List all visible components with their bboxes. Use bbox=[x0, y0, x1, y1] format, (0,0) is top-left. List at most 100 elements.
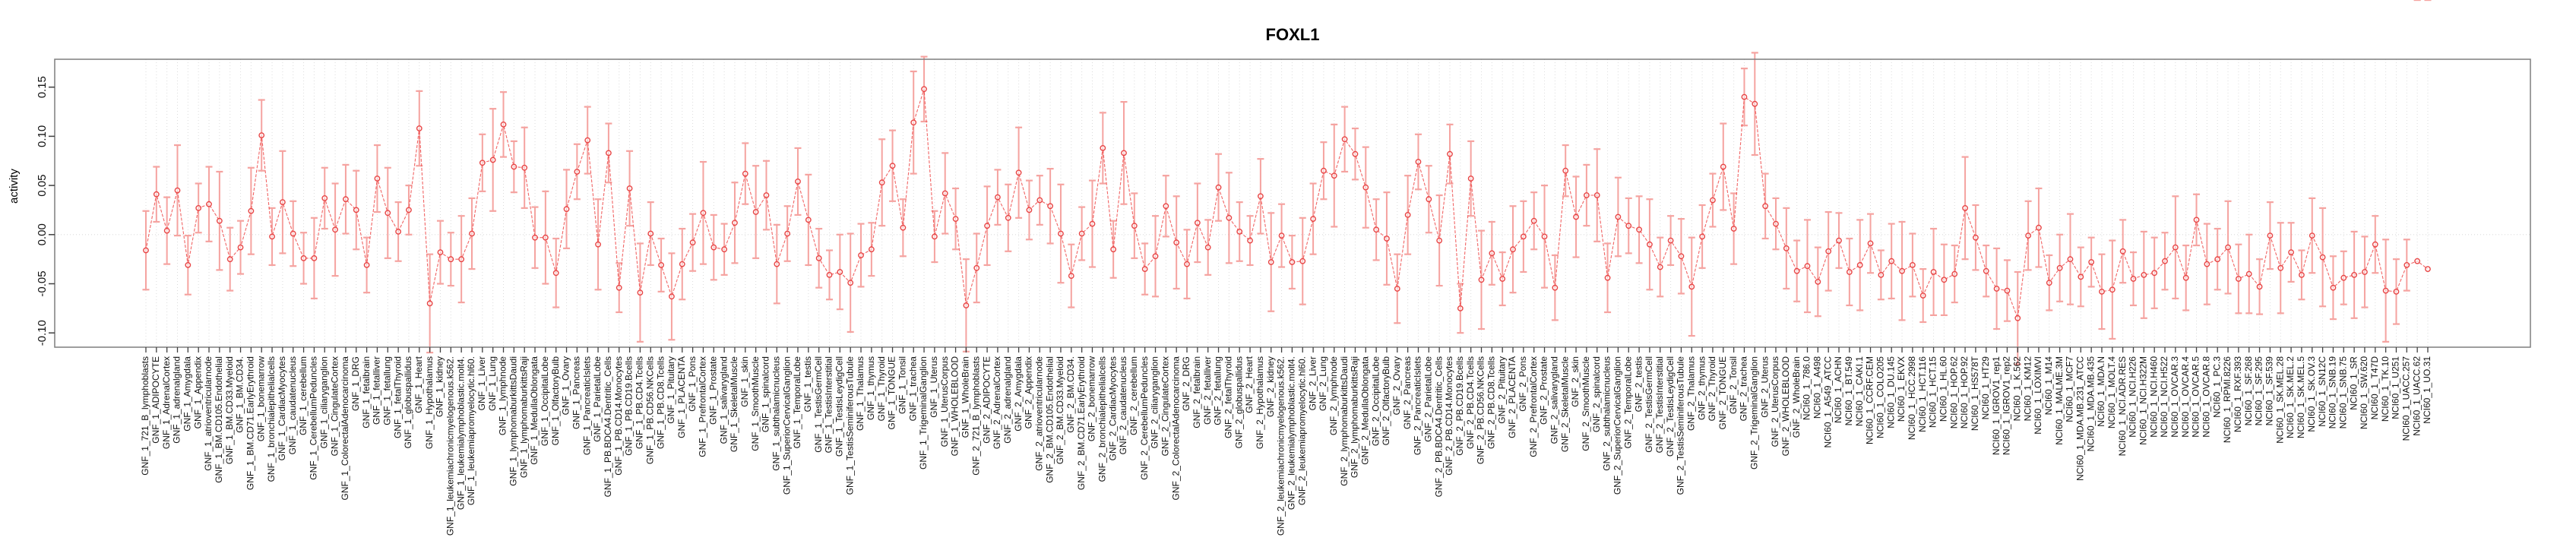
data-point bbox=[1457, 305, 1464, 311]
x-tick-label: GNF_1_MedullaOblongata bbox=[529, 356, 540, 465]
x-tick-label: GNF_1_ADIPOCYTE bbox=[150, 356, 161, 444]
data-point bbox=[1593, 192, 1600, 198]
x-tick-label: NCI60_1_IGROV1_rep2 bbox=[2002, 356, 2012, 455]
y-tick-label: 0.10 bbox=[36, 125, 49, 147]
x-tick-label: GNF_2_OccipitalLobe bbox=[1370, 356, 1381, 446]
x-tick-label: GNF_1_CardiacMyocytes bbox=[277, 356, 287, 460]
data-point bbox=[889, 163, 896, 169]
data-point bbox=[952, 216, 959, 222]
x-tick-label: GNF_2_Prostate bbox=[1539, 356, 1549, 425]
data-point bbox=[1226, 214, 1233, 221]
x-tick-label: GNF_1_adrenalgland bbox=[172, 356, 182, 444]
x-tick-label: GNF_1_Appendix bbox=[192, 356, 203, 428]
data-point bbox=[689, 239, 696, 246]
x-tick-label: GNF_2_BM.CD34. bbox=[1065, 356, 1076, 433]
data-point bbox=[1836, 237, 1842, 244]
x-tick-label: NCI60_1_U251 bbox=[2391, 356, 2401, 419]
data-point bbox=[458, 256, 465, 263]
x-tick-label: GNF_1_PB.CD19.Bcells bbox=[624, 356, 635, 456]
x-tick-label: GNF_2_atrioventricularnode bbox=[1033, 356, 1044, 471]
x-tick-label: GNF_2_Pons bbox=[1517, 356, 1528, 412]
data-point bbox=[521, 164, 528, 171]
data-point bbox=[1100, 144, 1106, 151]
data-point bbox=[721, 246, 728, 253]
x-tick-label: GNF_2_Heart bbox=[1244, 356, 1255, 413]
data-point bbox=[1499, 276, 1506, 282]
x-tick-label: GNF_2_fetalThyroid bbox=[1223, 356, 1234, 438]
data-point bbox=[669, 293, 675, 300]
data-point bbox=[1636, 226, 1642, 233]
x-tick-label: GNF_2_721_B_lymphoblasts bbox=[970, 356, 981, 476]
x-tick-label: GNF_2_leukemialymphoblastic.molt4. bbox=[1286, 356, 1297, 510]
x-tick-label: GNF_1_TONGUE bbox=[887, 356, 897, 429]
x-tick-label: GNF_2_thymus bbox=[1696, 356, 1707, 420]
data-point bbox=[984, 223, 990, 229]
data-point bbox=[2256, 283, 2263, 290]
data-point bbox=[1878, 271, 1885, 278]
x-tick-label: GNF_1_leukemialymphoblastic.molt4. bbox=[455, 356, 466, 510]
x-tick-label: NCI60_1_DU.145 bbox=[1885, 356, 1896, 428]
x-tick-label: GNF_2_Lung bbox=[1318, 356, 1328, 411]
x-tick-label: NCI60_1_NCI.ADR.RES bbox=[2117, 356, 2128, 456]
x-tick-label: GNF_1_UterusCorpus bbox=[939, 356, 950, 447]
data-point bbox=[1068, 273, 1074, 279]
chart-title: FOXL1 bbox=[1265, 25, 1320, 44]
x-tick-label: GNF_1_leukemiachronicmyelogenous.k562. bbox=[445, 356, 455, 536]
y-tick-label: 0.05 bbox=[36, 174, 49, 196]
x-tick-label: NCI60_1_OVCAR.3 bbox=[2169, 356, 2180, 438]
data-point bbox=[511, 163, 517, 170]
data-point bbox=[1131, 223, 1138, 229]
data-point bbox=[605, 150, 612, 157]
x-tick-label: GNF_2_subthalamicnucleus bbox=[1602, 356, 1612, 471]
x-tick-label: GNF_2_TemporalLobe bbox=[1622, 356, 1633, 449]
x-tick-label: GNF_1_Uterus bbox=[929, 356, 939, 418]
data-point bbox=[385, 210, 391, 217]
data-point bbox=[416, 125, 422, 131]
x-tick-label: GNF_1_trachea bbox=[907, 356, 918, 422]
x-tick-label: GNF_1_ciliaryganglion bbox=[318, 356, 329, 448]
data-point bbox=[1688, 283, 1695, 290]
x-tick-label: GNF_1_skin bbox=[739, 356, 750, 407]
data-point bbox=[2056, 264, 2063, 271]
y-tick-label: -0.10 bbox=[36, 320, 49, 346]
data-point bbox=[2014, 315, 2021, 321]
data-point bbox=[269, 233, 275, 240]
x-tick-label: NCI60_1_K.562 bbox=[2011, 356, 2022, 422]
x-tick-label: NCI60_1_SK.MEL.2 bbox=[2285, 356, 2296, 438]
data-point bbox=[1394, 286, 1400, 292]
x-tick-label: NCI60_1_LOXIMVI bbox=[2033, 356, 2043, 435]
x-tick-label: GNF_1_fetalThyroid bbox=[392, 356, 403, 438]
data-point bbox=[963, 302, 970, 308]
x-tick-label: NCI60_1_BT.549 bbox=[1843, 356, 1854, 426]
data-point bbox=[2362, 269, 2368, 275]
data-point bbox=[1152, 253, 1159, 260]
x-tick-label: GNF_2_lymphomaburkittsRaji bbox=[1350, 356, 1360, 478]
data-point bbox=[563, 206, 570, 213]
x-tick-label: GNF_2_TestisSeminiferousTubule bbox=[1676, 356, 1686, 495]
x-tick-label: GNF_2_Thalamus bbox=[1685, 356, 1696, 431]
data-point bbox=[2182, 274, 2189, 281]
data-point bbox=[2151, 270, 2158, 277]
data-point bbox=[1436, 237, 1443, 244]
x-tick-label: GNF_1_SkeletalMuscle bbox=[729, 356, 739, 452]
data-point bbox=[2351, 271, 2358, 278]
x-tick-label: GNF_2_fetalliver bbox=[1202, 356, 1213, 425]
x-tick-label: NCI60_1_HOP.62 bbox=[1948, 356, 1959, 429]
data-point bbox=[479, 160, 486, 166]
data-point bbox=[1815, 278, 1821, 285]
x-tick-label: NCI60_1_NCI.H322M bbox=[2138, 356, 2149, 445]
x-tick-label: GNF_1_leukemiapromyelocytic.hl60. bbox=[466, 356, 476, 505]
data-point bbox=[1773, 220, 1779, 227]
x-tick-label: GNF_2_WholeBrain bbox=[1791, 356, 1802, 438]
x-tick-label: GNF_1_PB.CD4.Tcells bbox=[635, 356, 645, 449]
x-tick-label: NCI60_1_MDA.MB.435 bbox=[2085, 356, 2096, 452]
data-point bbox=[143, 247, 149, 254]
x-tick-label: GNF_2_SkeletalMuscle bbox=[1559, 356, 1570, 452]
data-point bbox=[1036, 197, 1043, 204]
data-point bbox=[1362, 184, 1369, 191]
x-tick-label: GNF_1_testis bbox=[802, 356, 813, 412]
x-tick-label: GNF_2_ColorectalAdenocarcinoma bbox=[1170, 356, 1181, 501]
x-tick-label: NCI60_1_SK.MEL.5 bbox=[2296, 356, 2306, 438]
data-point bbox=[1404, 211, 1411, 218]
data-point bbox=[1005, 214, 1011, 221]
